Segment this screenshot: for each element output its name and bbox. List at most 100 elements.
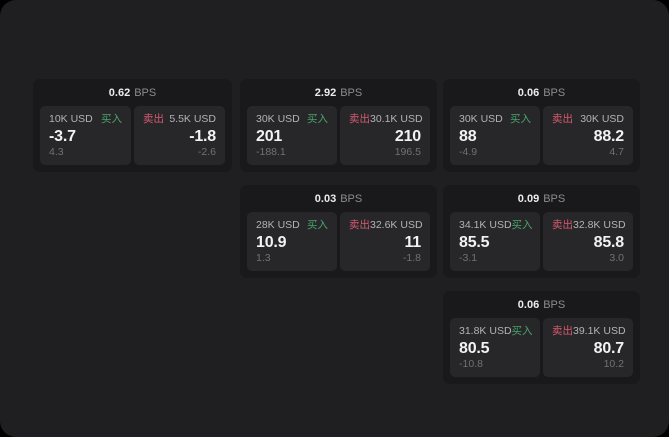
sell-size: 32.6K USD [370, 219, 423, 231]
sell-side-label: 卖出 [349, 219, 370, 231]
bps-header: 2.92 BPS [247, 86, 430, 102]
bps-value: 2.92 [314, 87, 337, 99]
bps-header: 0.09 BPS [450, 192, 633, 208]
buy-side-label: 买入 [307, 219, 328, 231]
bps-header: 0.06 BPS [450, 86, 633, 102]
buy-quote-tile[interactable]: 28K USD 买入 10.9 1.3 [247, 212, 337, 271]
buy-size: 10K USD [49, 113, 93, 125]
sell-side-label: 卖出 [552, 113, 573, 125]
buy-side-label: 买入 [510, 113, 531, 125]
sell-side-label: 卖出 [552, 219, 573, 231]
buy-price: 80.5 [459, 339, 490, 357]
buy-quote-tile[interactable]: 34.1K USD 买入 85.5 -3.1 [450, 212, 540, 271]
sell-tile-header: 卖出 5.5K USD [143, 113, 216, 126]
buy-delta: 4.3 [49, 146, 64, 158]
quote-card: 0.03 BPS 28K USD 买入 10.9 1.3 卖出 32.6K US… [240, 185, 437, 278]
sell-delta: -1.8 [402, 252, 421, 264]
sell-price: 80.7 [593, 339, 625, 357]
buy-tile-header: 30K USD 买入 [256, 113, 328, 126]
bps-unit-label: BPS [543, 87, 566, 99]
bps-header: 0.62 BPS [40, 86, 225, 102]
quote-card: 0.09 BPS 34.1K USD 买入 85.5 -3.1 卖出 32.8K… [443, 185, 640, 278]
sell-price: -1.8 [189, 127, 216, 145]
sell-side-label: 卖出 [143, 113, 164, 125]
quote-card: 2.92 BPS 30K USD 买入 201 -188.1 卖出 30.1K … [240, 79, 437, 172]
quote-card-body: 28K USD 买入 10.9 1.3 卖出 32.6K USD 11 -1.8 [247, 212, 430, 271]
bps-unit-label: BPS [134, 87, 157, 99]
sell-size: 5.5K USD [169, 113, 216, 125]
sell-price: 88.2 [593, 127, 625, 145]
sell-quote-tile[interactable]: 卖出 30.1K USD 210 196.5 [340, 106, 430, 165]
buy-size: 31.8K USD [459, 325, 512, 337]
sell-size: 30K USD [580, 113, 624, 125]
quote-card-body: 31.8K USD 买入 80.5 -10.8 卖出 39.1K USD 80.… [450, 318, 633, 377]
bps-unit-label: BPS [340, 87, 363, 99]
buy-delta: 1.3 [256, 252, 271, 264]
buy-size: 34.1K USD [459, 219, 512, 231]
buy-price: 85.5 [459, 233, 490, 251]
buy-quote-tile[interactable]: 30K USD 买入 201 -188.1 [247, 106, 337, 165]
buy-price: 201 [256, 127, 283, 145]
bps-header: 0.03 BPS [247, 192, 430, 208]
quote-card: 0.06 BPS 30K USD 买入 88 -4.9 卖出 30K USD 8… [443, 79, 640, 172]
bps-value: 0.06 [517, 87, 540, 99]
bps-unit-label: BPS [340, 193, 363, 205]
sell-tile-header: 卖出 32.6K USD [349, 219, 423, 232]
sell-size: 30.1K USD [370, 113, 423, 125]
buy-delta: -10.8 [459, 358, 483, 370]
buy-quote-tile[interactable]: 30K USD 买入 88 -4.9 [450, 106, 540, 165]
sell-side-label: 卖出 [349, 113, 370, 125]
quote-card: 0.06 BPS 31.8K USD 买入 80.5 -10.8 卖出 39.1… [443, 291, 640, 384]
bps-unit-label: BPS [543, 193, 566, 205]
buy-side-label: 买入 [511, 325, 533, 337]
sell-delta: 10.2 [603, 358, 624, 370]
sell-quote-tile[interactable]: 卖出 39.1K USD 80.7 10.2 [543, 318, 633, 377]
sell-tile-header: 卖出 30.1K USD [349, 113, 423, 126]
sell-size: 32.8K USD [573, 219, 626, 231]
bps-value: 0.03 [314, 193, 337, 205]
bps-value: 0.06 [517, 299, 540, 311]
sell-tile-header: 卖出 30K USD [552, 113, 624, 126]
buy-delta: -3.1 [459, 252, 478, 264]
buy-quote-tile[interactable]: 10K USD 买入 -3.7 4.3 [40, 106, 131, 165]
buy-price: 10.9 [256, 233, 287, 251]
sell-delta: -2.6 [197, 146, 216, 158]
sell-price: 11 [404, 233, 421, 251]
sell-quote-tile[interactable]: 卖出 32.8K USD 85.8 3.0 [543, 212, 633, 271]
sell-quote-tile[interactable]: 卖出 5.5K USD -1.8 -2.6 [134, 106, 225, 165]
quote-card-body: 30K USD 买入 88 -4.9 卖出 30K USD 88.2 4.7 [450, 106, 633, 165]
sell-side-label: 卖出 [552, 325, 573, 337]
buy-quote-tile[interactable]: 31.8K USD 买入 80.5 -10.8 [450, 318, 540, 377]
buy-tile-header: 34.1K USD 买入 [459, 219, 533, 232]
buy-tile-header: 10K USD 买入 [49, 113, 122, 126]
sell-tile-header: 卖出 39.1K USD [552, 325, 626, 338]
sell-quote-tile[interactable]: 卖出 30K USD 88.2 4.7 [543, 106, 633, 165]
bps-header: 0.06 BPS [450, 298, 633, 314]
sell-price: 210 [394, 127, 421, 145]
buy-side-label: 买入 [101, 113, 122, 125]
sell-delta: 4.7 [609, 146, 624, 158]
sell-price: 85.8 [593, 233, 625, 251]
buy-delta: -188.1 [256, 146, 286, 158]
bps-unit-label: BPS [543, 299, 566, 311]
buy-size: 30K USD [459, 113, 503, 125]
sell-tile-header: 卖出 32.8K USD [552, 219, 626, 232]
buy-tile-header: 28K USD 买入 [256, 219, 328, 232]
buy-side-label: 买入 [511, 219, 533, 231]
buy-size: 28K USD [256, 219, 300, 231]
buy-tile-header: 31.8K USD 买入 [459, 325, 533, 338]
buy-side-label: 买入 [307, 113, 328, 125]
quote-card-body: 10K USD 买入 -3.7 4.3 卖出 5.5K USD -1.8 -2.… [40, 106, 225, 165]
buy-delta: -4.9 [459, 146, 478, 158]
quote-card: 0.62 BPS 10K USD 买入 -3.7 4.3 卖出 5.5K USD… [33, 79, 232, 172]
quote-card-body: 34.1K USD 买入 85.5 -3.1 卖出 32.8K USD 85.8… [450, 212, 633, 271]
sell-size: 39.1K USD [573, 325, 626, 337]
sell-quote-tile[interactable]: 卖出 32.6K USD 11 -1.8 [340, 212, 430, 271]
bps-value: 0.09 [517, 193, 540, 205]
buy-size: 30K USD [256, 113, 300, 125]
buy-tile-header: 30K USD 买入 [459, 113, 531, 126]
buy-price: 88 [459, 127, 477, 145]
quote-card-body: 30K USD 买入 201 -188.1 卖出 30.1K USD 210 1… [247, 106, 430, 165]
buy-price: -3.7 [49, 127, 76, 145]
